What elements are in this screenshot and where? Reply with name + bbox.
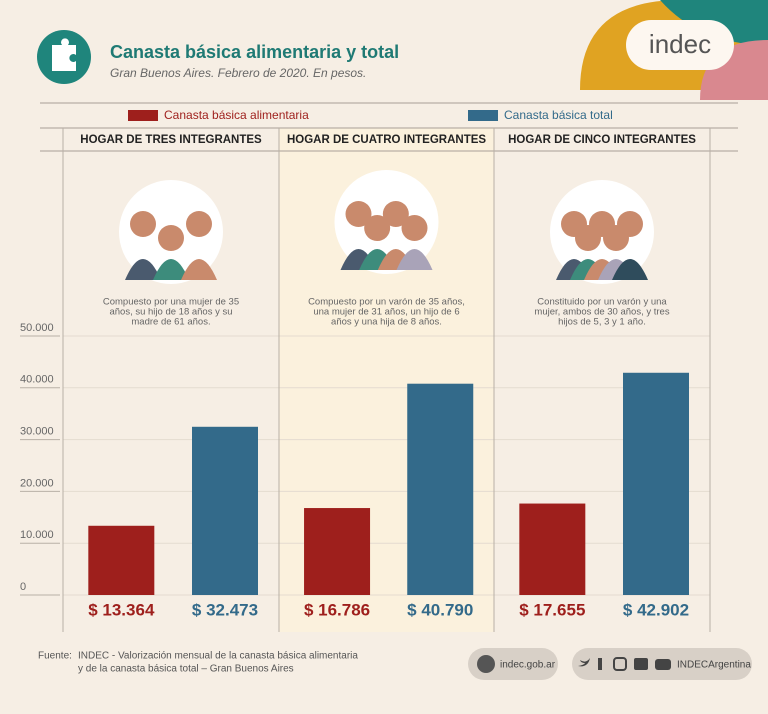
panel-header: HOGAR DE CINCO INTEGRANTES — [508, 134, 696, 146]
illustration-body — [396, 249, 433, 270]
illustration-head — [382, 201, 409, 227]
value-label: $ 42.902 — [623, 600, 689, 619]
bar — [519, 503, 586, 595]
logo-pill — [626, 20, 734, 70]
illustration-head — [186, 211, 212, 237]
value-label: $ 13.364 — [88, 600, 155, 619]
y-tick-label: 50.000 — [20, 322, 54, 334]
value-label: $ 40.790 — [407, 600, 473, 619]
panel-description: una mujer de 31 años, un hijo de 6 — [313, 307, 459, 318]
web-icon — [477, 655, 495, 673]
illustration-body — [125, 259, 161, 280]
y-tick-label: 20.000 — [20, 477, 54, 489]
linkedin-icon[interactable] — [634, 658, 648, 670]
legend-swatch — [468, 110, 498, 121]
source-label: Fuente: — [38, 651, 72, 662]
logo: indec — [649, 29, 711, 59]
chart: Canasta básica alimentaria Canasta básica… — [20, 108, 711, 632]
panel-description: madre de 61 años. — [131, 317, 210, 328]
bar — [623, 372, 689, 595]
illustration-head — [617, 211, 643, 237]
illustration-head — [345, 201, 372, 227]
illustration-head — [401, 215, 428, 241]
legend-label: Canasta básica total — [504, 108, 613, 122]
panel-description: Compuesto por un varón de 35 años, — [308, 297, 465, 308]
panel-description: Constituido por un varón y una — [537, 297, 667, 308]
panel-header: HOGAR DE CUATRO INTEGRANTES — [287, 134, 486, 146]
illustration-head — [158, 225, 184, 251]
y-tick-label: 10.000 — [20, 529, 54, 541]
value-label: $ 17.655 — [519, 600, 585, 619]
illustration-body — [612, 259, 648, 280]
bar — [407, 383, 474, 595]
value-label: $ 32.473 — [192, 600, 258, 619]
subtitle: Gran Buenos Aires. Febrero de 2020. En p… — [110, 66, 366, 80]
illustration-head — [364, 215, 391, 241]
illustration-head — [130, 211, 156, 237]
twitter-icon[interactable] — [578, 658, 590, 667]
value-label: $ 16.786 — [304, 600, 370, 619]
bar — [192, 426, 258, 595]
facebook-icon[interactable] — [598, 658, 602, 670]
website[interactable]: indec.gob.ar — [500, 660, 556, 671]
legend-swatch — [128, 110, 158, 121]
bar — [304, 508, 371, 595]
source-text: INDEC - Valorización mensual de la canas… — [78, 651, 358, 662]
source-text: y de la canasta básica total – Gran Buen… — [78, 664, 294, 675]
y-tick-label: 30.000 — [20, 426, 54, 438]
panel-description: hijos de 5, 3 y 1 año. — [558, 317, 646, 328]
illustration-body — [181, 259, 217, 280]
social-icons — [578, 657, 671, 671]
illustration-body — [153, 259, 189, 280]
icon-puzzle — [52, 38, 76, 71]
legend-label: Canasta básica alimentaria — [164, 108, 309, 122]
title: Canasta básica alimentaria y total — [110, 42, 399, 62]
panel-header: HOGAR DE TRES INTEGRANTES — [80, 134, 262, 146]
instagram-icon[interactable] — [613, 657, 627, 671]
y-tick-label: 40.000 — [20, 374, 54, 386]
panel-description: años, su hijo de 18 años y su — [109, 307, 232, 318]
bar — [88, 525, 155, 595]
social-handle[interactable]: INDECArgentina — [677, 660, 751, 671]
youtube-icon[interactable] — [655, 659, 671, 670]
web-pill[interactable] — [468, 648, 558, 680]
panel-description: Compuesto por una mujer de 35 — [103, 297, 239, 308]
y-tick-label: 0 — [20, 581, 26, 593]
panel-description: mujer, ambos de 30 años, y tres — [534, 307, 669, 318]
panel-description: años y una hija de 8 años. — [331, 317, 442, 328]
